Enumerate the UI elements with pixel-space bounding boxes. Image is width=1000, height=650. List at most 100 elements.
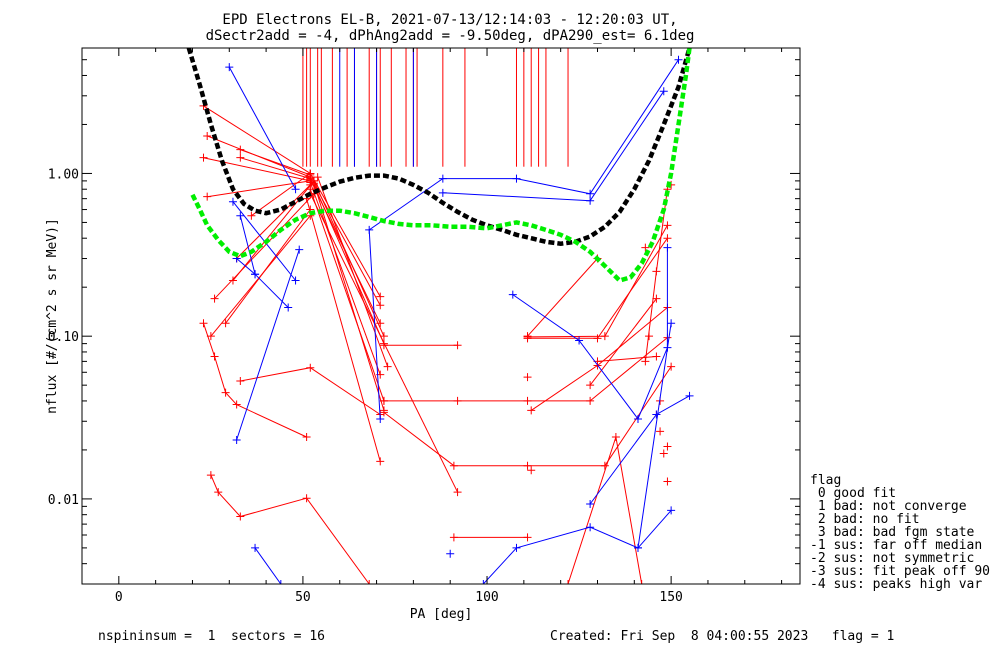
- y-axis-label: nflux [#/(cm^2 s sr MeV)]: [45, 218, 60, 414]
- blue-data-point: [479, 580, 488, 584]
- y-tick-label: 0.10: [48, 330, 79, 345]
- red-series-line: [383, 337, 668, 402]
- red-data-point: [453, 488, 462, 497]
- blue-series-line: [442, 90, 665, 202]
- blue-data-point: [659, 87, 668, 96]
- red-series-line: [309, 182, 381, 375]
- x-tick-label: 50: [295, 590, 311, 605]
- blue-data-point: [291, 276, 300, 285]
- red-data-point: [637, 580, 646, 584]
- red-data-point: [667, 362, 676, 371]
- blue-series-line: [637, 323, 672, 548]
- x-tick-label: 100: [475, 590, 498, 605]
- footer-left: nspininsum = 1 sectors = 16: [98, 629, 325, 644]
- x-tick-label: 0: [115, 590, 123, 605]
- red-data-point: [663, 234, 672, 243]
- red-data-point: [210, 352, 219, 361]
- red-data-point: [199, 153, 208, 162]
- blue-data-point: [667, 319, 676, 328]
- red-series-line: [210, 474, 370, 584]
- blue-data-point: [438, 188, 447, 197]
- red-data-point: [663, 442, 672, 451]
- blue-data-point: [225, 63, 234, 72]
- red-data-point: [365, 580, 374, 584]
- blue-data-point: [376, 414, 385, 423]
- red-data-point: [203, 192, 212, 201]
- blue-series-line: [236, 258, 256, 275]
- red-series-line: [251, 172, 311, 217]
- red-series-line: [210, 215, 311, 337]
- red-data-point: [302, 494, 311, 503]
- red-data-point: [586, 381, 595, 390]
- red-data-point: [210, 294, 219, 303]
- red-series-line: [214, 193, 315, 300]
- red-series-line: [306, 198, 381, 462]
- red-data-point: [221, 319, 230, 328]
- legend-entry: -1 sus: far off median: [810, 538, 982, 553]
- legend-title: flag: [810, 473, 841, 488]
- red-data-point: [586, 396, 595, 405]
- red-data-point: [313, 173, 322, 182]
- legend-entry: -2 sus: not symmetric: [810, 551, 974, 566]
- green-fit-curve: [190, 48, 692, 284]
- red-data-point: [379, 332, 388, 341]
- blue-data-point: [586, 523, 595, 532]
- red-series-line: [309, 173, 381, 297]
- red-data-point: [236, 145, 245, 154]
- blue-data-point: [236, 211, 245, 220]
- red-data-point: [523, 373, 532, 382]
- red-series-line: [240, 149, 311, 176]
- red-data-point: [206, 471, 215, 480]
- red-data-point: [641, 243, 650, 252]
- red-data-point: [523, 533, 532, 542]
- legend-entry: 3 bad: bad fgm state: [810, 525, 975, 540]
- legend-entry: 2 bad: no fit: [810, 512, 920, 527]
- red-data-point: [449, 461, 458, 470]
- red-data-point: [376, 457, 385, 466]
- blue-data-point: [295, 245, 304, 254]
- legend-entry: -3 sus: fit peak off 90: [810, 564, 990, 579]
- black-fit-curve: [186, 48, 692, 246]
- blue-data-point: [438, 174, 447, 183]
- blue-data-point: [586, 500, 595, 509]
- red-series-line: [589, 298, 657, 386]
- red-data-point: [564, 580, 573, 584]
- blue-data-point: [674, 55, 683, 64]
- red-data-point: [221, 388, 230, 397]
- blue-data-point: [232, 436, 241, 445]
- red-data-point: [306, 363, 315, 372]
- x-axis-label: PA [deg]: [410, 607, 473, 622]
- red-data-point: [663, 477, 672, 486]
- blue-series-line: [482, 510, 672, 584]
- blue-data-point: [228, 197, 237, 206]
- red-data-point: [236, 377, 245, 386]
- blue-data-point: [446, 549, 455, 558]
- blue-data-point: [586, 196, 595, 205]
- red-data-point: [236, 512, 245, 521]
- red-series-line: [530, 307, 668, 411]
- blue-data-point: [291, 185, 300, 194]
- red-data-point: [600, 461, 609, 470]
- blue-data-point: [586, 189, 595, 198]
- red-series-line: [207, 180, 311, 198]
- plot-area: [186, 48, 694, 584]
- legend-entry: 1 bad: not converge: [810, 499, 967, 514]
- red-data-point: [641, 357, 650, 366]
- red-data-point: [656, 427, 665, 436]
- blue-data-point: [667, 506, 676, 515]
- blue-data-point: [365, 225, 374, 234]
- blue-data-point: [633, 414, 642, 423]
- legend-entry: -4 sus: peaks high var: [810, 577, 982, 592]
- blue-series-line: [228, 66, 297, 190]
- red-data-point: [453, 396, 462, 405]
- red-data-point: [611, 433, 620, 442]
- blue-data-point: [251, 543, 260, 552]
- red-data-point: [527, 406, 536, 415]
- footer-right: Created: Fri Sep 8 04:00:55 2023 flag = …: [550, 629, 894, 644]
- red-data-point: [659, 449, 668, 458]
- blue-data-point: [575, 336, 584, 345]
- red-series-line: [203, 323, 307, 438]
- blue-data-point: [663, 243, 672, 252]
- red-data-point: [652, 267, 661, 276]
- red-data-point: [652, 352, 661, 361]
